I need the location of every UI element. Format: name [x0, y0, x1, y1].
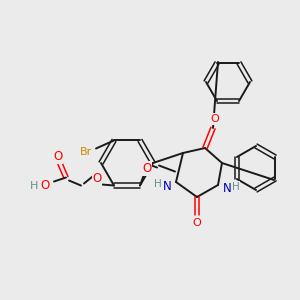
- Text: O: O: [211, 114, 219, 124]
- Text: H: H: [232, 182, 240, 192]
- Text: O: O: [40, 179, 50, 192]
- Text: N: N: [223, 182, 231, 196]
- Text: O: O: [142, 162, 152, 175]
- Text: O: O: [193, 218, 201, 228]
- Text: H: H: [30, 181, 38, 190]
- Text: O: O: [92, 172, 102, 185]
- Text: Br: Br: [80, 148, 92, 158]
- Text: N: N: [163, 179, 171, 193]
- Text: O: O: [53, 150, 63, 163]
- Text: H: H: [154, 179, 162, 189]
